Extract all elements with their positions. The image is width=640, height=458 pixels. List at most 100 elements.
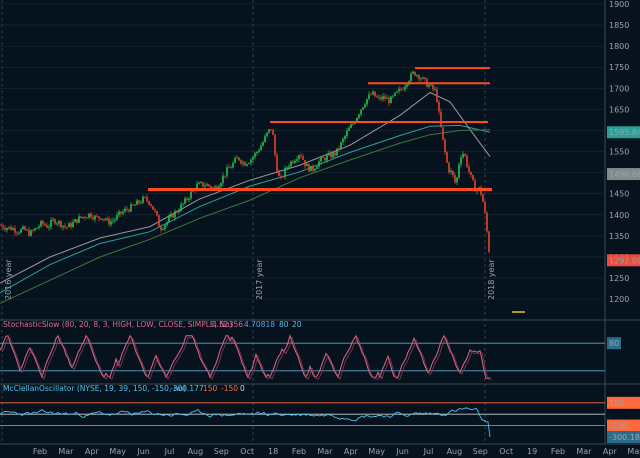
mcclellan-panel[interactable]: 150-150-300.18-300.177 150 -150 0 — [0, 384, 640, 443]
candle-body — [236, 157, 238, 159]
candle-body — [220, 183, 222, 187]
candle-body — [92, 217, 94, 220]
price-tick-label: 1550 — [609, 148, 629, 157]
time-tick-label: Mar — [576, 447, 592, 456]
candle-body — [422, 77, 424, 79]
candle-body — [330, 153, 332, 158]
candle-body — [34, 228, 36, 231]
mcclellan-axis-box — [607, 396, 640, 409]
candle-body — [148, 201, 150, 205]
candle-body — [316, 166, 318, 169]
candle-body — [458, 164, 460, 178]
candle-body — [412, 71, 414, 74]
mcclellan-legend-value: 150 — [203, 384, 218, 393]
candle-body — [104, 218, 106, 220]
candle-body — [286, 167, 288, 169]
time-tick-label: Feb — [33, 447, 47, 456]
mcclellan-title[interactable]: McClellanOscillator (NYSE, 19, 39, 150, … — [3, 384, 186, 393]
candle-body — [240, 160, 242, 164]
price-panel[interactable] — [0, 67, 525, 313]
candle-body — [144, 196, 146, 198]
candle-body — [428, 85, 430, 88]
candle-body — [314, 168, 316, 171]
candle-body — [268, 129, 270, 133]
candle-body — [222, 175, 224, 184]
candle-body — [42, 221, 44, 224]
candle-body — [66, 227, 68, 228]
time-tick-label: Feb — [292, 447, 306, 456]
candle-body — [78, 216, 80, 223]
mcclellan-axis-label: 150 — [609, 399, 624, 408]
candle-body — [328, 153, 330, 156]
candle-body — [120, 211, 122, 214]
candle-body — [16, 232, 18, 234]
candle-body — [48, 227, 50, 228]
candle-body — [400, 88, 402, 90]
candle-body — [434, 89, 436, 90]
candle-body — [84, 216, 86, 218]
candle-body — [382, 96, 384, 100]
candle-body — [378, 97, 380, 98]
time-tick-label: 18 — [268, 447, 278, 456]
candle-body — [440, 111, 442, 128]
candle-body — [414, 71, 416, 76]
stochastic-title[interactable]: StochasticSlow (80, 20, 8, 3, HIGH, LOW,… — [3, 320, 233, 329]
candle-body — [362, 107, 364, 110]
time-tick-label: Apr — [344, 447, 359, 456]
candle-body — [334, 152, 336, 156]
candle-body — [56, 223, 58, 225]
candle-body — [464, 153, 466, 156]
candle-body — [326, 155, 328, 161]
candle-body — [214, 186, 216, 188]
candle-body — [324, 157, 326, 161]
candle-body — [20, 229, 22, 233]
time-tick-label: Sep — [214, 447, 229, 456]
candle-body — [282, 176, 284, 178]
candle-body — [352, 123, 354, 125]
candle-body — [166, 222, 168, 226]
candle-body — [6, 228, 8, 230]
candle-body — [272, 129, 274, 135]
candle-body — [210, 186, 212, 189]
time-axis[interactable]: Feb Mar Apr May Jun Jul Aug Sep Oct 18 Feb Mar Apr Ma… — [33, 447, 640, 456]
candle-body — [250, 159, 252, 164]
price-axis[interactable]: 1200125013001350140014501500155016001650… — [607, 0, 640, 304]
candle-body — [116, 214, 118, 220]
candle-body — [198, 182, 200, 185]
candle-body — [320, 157, 322, 162]
time-tick-label: Feb — [551, 447, 565, 456]
time-tick-label: Jul — [164, 447, 175, 456]
candle-body — [466, 155, 468, 167]
candle-body — [424, 77, 426, 79]
time-tick-label: Jun — [136, 447, 150, 456]
candle-body — [402, 89, 404, 91]
candle-body — [154, 209, 156, 212]
candle-body — [488, 231, 490, 253]
candle-body — [386, 97, 388, 99]
candle-body — [410, 73, 412, 82]
candle-body — [348, 127, 350, 131]
time-tick-label: Oct — [499, 447, 513, 456]
stochastic-legend-value: 80 — [279, 320, 289, 329]
candle-body — [276, 154, 278, 172]
candle-body — [264, 136, 266, 143]
candle-body — [308, 164, 310, 172]
time-tick-label: Mar — [317, 447, 333, 456]
stochastic-axis-label: 80 — [609, 339, 619, 348]
candle-body — [242, 162, 244, 164]
candle-body — [202, 182, 204, 187]
candle-body — [302, 156, 304, 160]
candle-body — [416, 75, 418, 76]
price-label-box — [607, 168, 640, 181]
candle-body — [278, 171, 280, 177]
candle-body — [290, 161, 292, 167]
candle-body — [432, 84, 434, 90]
candle-body — [82, 216, 84, 218]
stochastic-panel[interactable]: 804.52356 4.70818 80 20 — [0, 320, 621, 381]
candle-body — [156, 211, 158, 216]
candle-body — [372, 91, 374, 95]
candle-body — [100, 218, 102, 220]
candle-body — [142, 196, 144, 203]
stochastic-legend-value: 4.70818 — [244, 320, 275, 329]
candle-body — [124, 208, 126, 212]
